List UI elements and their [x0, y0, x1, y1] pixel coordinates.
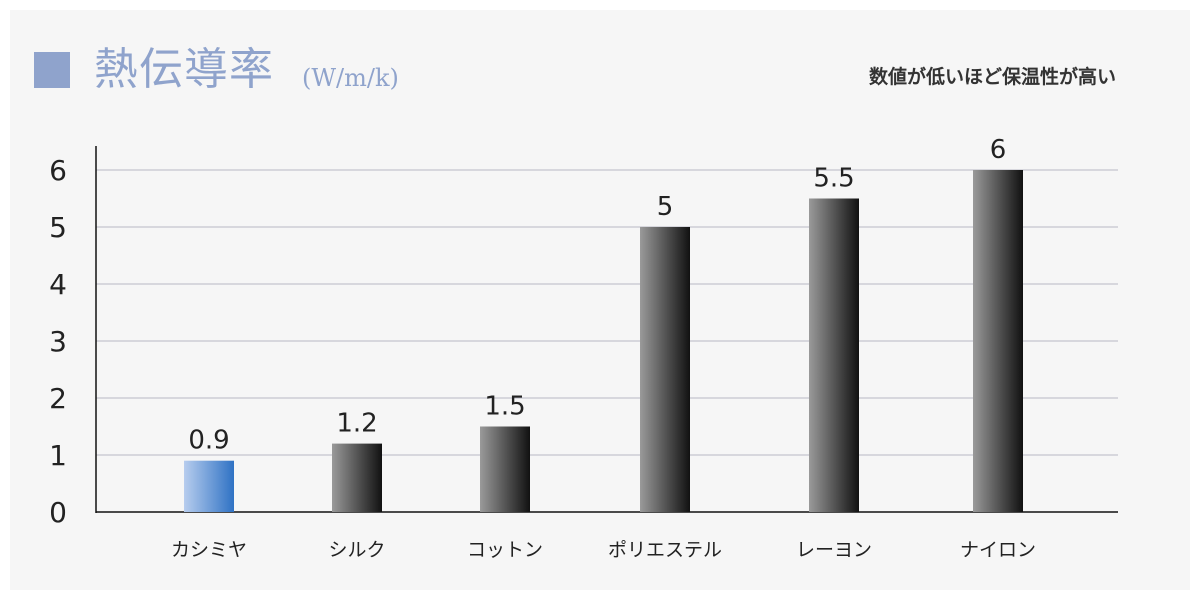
- bar: [809, 198, 859, 512]
- bar-value-label: 5: [657, 192, 674, 222]
- y-tick-label: 6: [49, 154, 67, 187]
- y-tick-label: 1: [49, 439, 67, 472]
- bar-value-label: 5.5: [813, 164, 854, 194]
- bar-value-label: 0.9: [188, 426, 229, 456]
- x-category-label: レーヨン: [796, 539, 872, 561]
- bar: [640, 227, 690, 512]
- chart-note: 数値が低いほど保温性が高い: [868, 66, 1116, 88]
- bar-value-label: 1.2: [336, 409, 377, 439]
- chart-unit: (W/m/k): [302, 64, 399, 92]
- bar: [332, 443, 382, 512]
- x-category-label: ナイロン: [960, 539, 1036, 561]
- bar: [184, 460, 234, 512]
- y-tick-label: 0: [49, 496, 67, 529]
- y-tick-label: 2: [49, 382, 67, 415]
- bar: [973, 170, 1023, 512]
- y-tick-label: 3: [49, 325, 67, 358]
- x-category-label: ポリエステル: [608, 539, 722, 561]
- bar-value-label: 1.5: [484, 392, 525, 422]
- x-category-label: コットン: [467, 539, 543, 561]
- bar: [480, 426, 530, 512]
- title-square-icon: [34, 52, 70, 88]
- y-tick-label: 5: [49, 211, 67, 244]
- x-category-label: シルク: [328, 539, 385, 561]
- chart-title: 熱伝導率: [94, 44, 274, 95]
- x-category-label: カシミヤ: [171, 539, 247, 561]
- y-tick-label: 4: [49, 268, 67, 301]
- bar-value-label: 6: [990, 135, 1007, 165]
